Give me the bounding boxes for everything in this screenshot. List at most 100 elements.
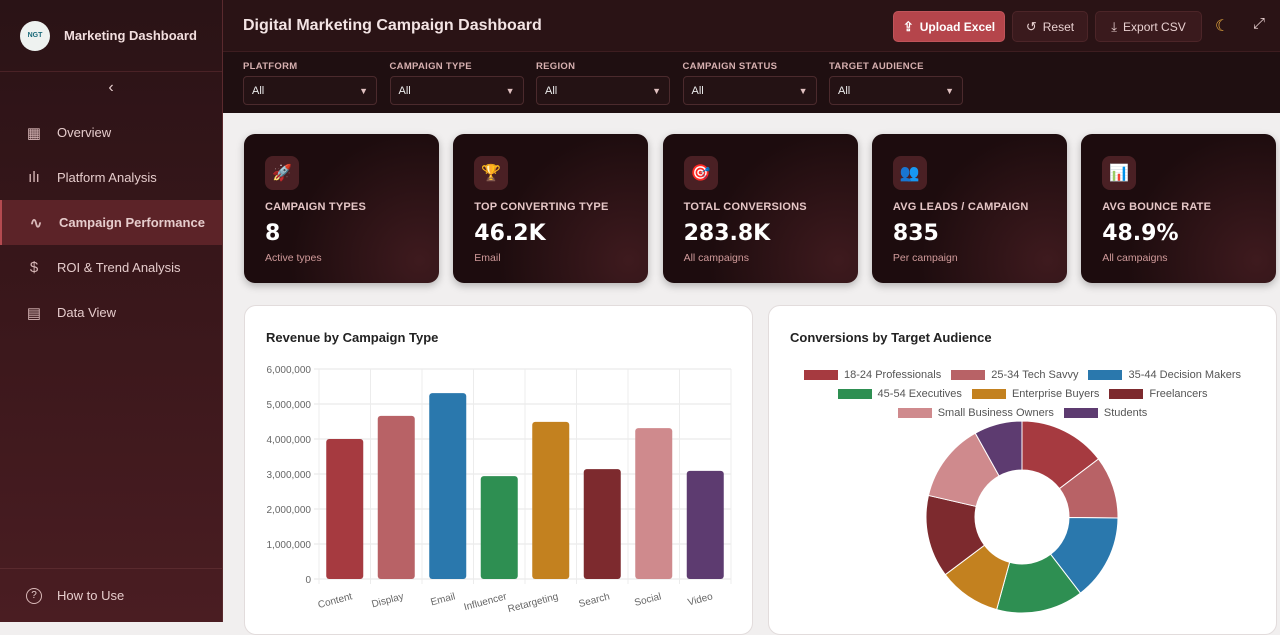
- kpi-icon: 📊: [1102, 156, 1137, 190]
- sidebar-item-platform-analysis[interactable]: ılı Platform Analysis: [0, 155, 222, 200]
- filter-select[interactable]: All ▼: [682, 76, 817, 105]
- how-to-use-label: How to Use: [57, 588, 125, 603]
- activity-icon: ∿: [29, 214, 43, 232]
- legend-item[interactable]: Students: [1063, 405, 1147, 420]
- kpi-subtext: Email: [474, 252, 501, 264]
- sidebar-item-label: Campaign Performance: [59, 215, 205, 230]
- legend-label: 35-44 Decision Makers: [1128, 368, 1241, 381]
- kpi-label: TOTAL CONVERSIONS: [683, 201, 807, 213]
- kpi-card: 🎯 TOTAL CONVERSIONS 283.8K All campaigns: [663, 134, 858, 283]
- collapse-sidebar-button[interactable]: ‹: [0, 72, 222, 104]
- conversions-donut-chart: [925, 420, 1119, 614]
- x-tick-label: Email: [430, 591, 457, 608]
- x-tick-label: Retargeting: [507, 591, 560, 615]
- kpi-label: CAMPAIGN TYPES: [265, 201, 366, 213]
- legend-item[interactable]: 18-24 Professionals: [804, 367, 941, 382]
- bar-content[interactable]: [326, 439, 364, 579]
- filter-select[interactable]: All ▼: [829, 76, 963, 105]
- sidebar-item-label: ROI & Trend Analysis: [57, 260, 181, 275]
- sidebar-item-data-view[interactable]: ▤ Data View: [0, 290, 222, 335]
- grid-icon: ▦: [26, 124, 42, 142]
- filter-select[interactable]: All ▼: [536, 76, 670, 105]
- bar-social[interactable]: [635, 428, 673, 579]
- legend-item[interactable]: 25-34 Tech Savvy: [951, 367, 1078, 382]
- kpi-icon: 🚀: [265, 156, 299, 190]
- bar-video[interactable]: [686, 470, 724, 579]
- legend-swatch: [837, 388, 872, 399]
- legend-swatch: [1063, 407, 1098, 418]
- filter-value: All: [691, 84, 704, 97]
- legend-label: 18-24 Professionals: [844, 368, 942, 381]
- legend-swatch: [971, 388, 1006, 399]
- filter-value: All: [838, 84, 851, 97]
- legend-item[interactable]: 45-54 Executives: [837, 386, 962, 401]
- legend-item[interactable]: Small Business Owners: [897, 405, 1054, 420]
- sidebar-item-overview[interactable]: ▦ Overview: [0, 110, 222, 155]
- caret-down-icon: ▼: [945, 85, 954, 96]
- y-tick-label: 4,000,000: [267, 435, 312, 446]
- donut-slice[interactable]: [974, 420, 1023, 477]
- legend-label: 25-34 Tech Savvy: [991, 368, 1079, 381]
- page-title: Digital Marketing Campaign Dashboard: [243, 16, 542, 34]
- kpi-icon: 🎯: [683, 156, 718, 190]
- kpi-card: 📊 AVG BOUNCE RATE 48.9% All campaigns: [1081, 134, 1276, 283]
- x-tick-label: Social: [633, 591, 662, 609]
- bar-retargeting[interactable]: [532, 421, 570, 579]
- legend-item[interactable]: 35-44 Decision Makers: [1088, 367, 1241, 382]
- how-to-use-link[interactable]: ? How to Use: [0, 568, 222, 622]
- kpi-value: 835: [892, 221, 939, 246]
- kpi-icon: 🏆: [474, 156, 509, 190]
- legend-label: Freelancers: [1149, 387, 1208, 400]
- legend-swatch: [804, 369, 838, 380]
- sidebar-item-label: Data View: [57, 305, 117, 320]
- x-tick-label: Display: [371, 591, 406, 610]
- caret-down-icon: ▼: [798, 85, 808, 96]
- fullscreen-icon[interactable]: ⤢: [1253, 15, 1266, 32]
- kpi-label: AVG LEADS / CAMPAIGN: [892, 201, 1029, 213]
- chart-title: Revenue by Campaign Type: [266, 330, 439, 345]
- filter-campaign-type: CAMPAIGN TYPE All ▼: [389, 61, 524, 105]
- reset-icon: ↺: [1025, 18, 1037, 34]
- export-csv-button[interactable]: ⤓ Export CSV: [1095, 11, 1202, 42]
- legend-label: 45-54 Executives: [877, 387, 962, 400]
- logo: NGT: [20, 20, 50, 51]
- reset-button[interactable]: ↺ Reset: [1012, 11, 1088, 42]
- filter-label: CAMPAIGN TYPE: [389, 61, 472, 72]
- y-tick-label: 2,000,000: [267, 505, 312, 516]
- moon-icon[interactable]: ☾: [1215, 18, 1230, 35]
- x-tick-label: Video: [687, 591, 715, 608]
- filter-select[interactable]: All ▼: [243, 76, 377, 105]
- legend-swatch: [1088, 369, 1123, 380]
- filter-label: CAMPAIGN STATUS: [682, 61, 778, 72]
- sidebar-item-roi-trend[interactable]: $ ROI & Trend Analysis: [0, 245, 222, 290]
- bar-display[interactable]: [377, 415, 415, 579]
- legend-swatch: [897, 407, 932, 418]
- dollar-icon: $: [29, 259, 39, 276]
- kpi-subtext: Per campaign: [892, 252, 958, 264]
- legend-item[interactable]: Enterprise Buyers: [971, 386, 1099, 401]
- export-label: Export CSV: [1123, 19, 1186, 34]
- bar-email[interactable]: [429, 393, 467, 579]
- filter-select[interactable]: All ▼: [389, 76, 524, 105]
- legend-swatch: [951, 369, 986, 380]
- bar-influencer[interactable]: [480, 476, 518, 579]
- x-tick-label: Influencer: [463, 591, 509, 613]
- kpi-icon: 👥: [892, 156, 927, 190]
- brand: NGT Marketing Dashboard: [0, 0, 222, 72]
- filter-label: PLATFORM: [243, 61, 298, 72]
- reset-label: Reset: [1042, 19, 1075, 34]
- sidebar-item-label: Platform Analysis: [57, 170, 157, 185]
- bar-search[interactable]: [583, 469, 621, 579]
- kpi-card: 🚀 CAMPAIGN TYPES 8 Active types: [244, 134, 439, 283]
- sidebar-item-campaign-performance[interactable]: ∿ Campaign Performance: [0, 200, 222, 245]
- kpi-subtext: All campaigns: [683, 252, 749, 264]
- y-tick-label: 1,000,000: [267, 540, 312, 551]
- upload-excel-button[interactable]: ⇪ Upload Excel: [893, 11, 1005, 42]
- caret-down-icon: ▼: [652, 85, 661, 96]
- x-tick-label: Search: [578, 591, 611, 610]
- help-circle-icon: ?: [26, 587, 42, 604]
- legend-item[interactable]: Freelancers: [1109, 386, 1207, 401]
- x-tick-label: Content: [317, 591, 354, 611]
- kpi-label: AVG BOUNCE RATE: [1102, 201, 1212, 213]
- filter-label: REGION: [536, 61, 576, 72]
